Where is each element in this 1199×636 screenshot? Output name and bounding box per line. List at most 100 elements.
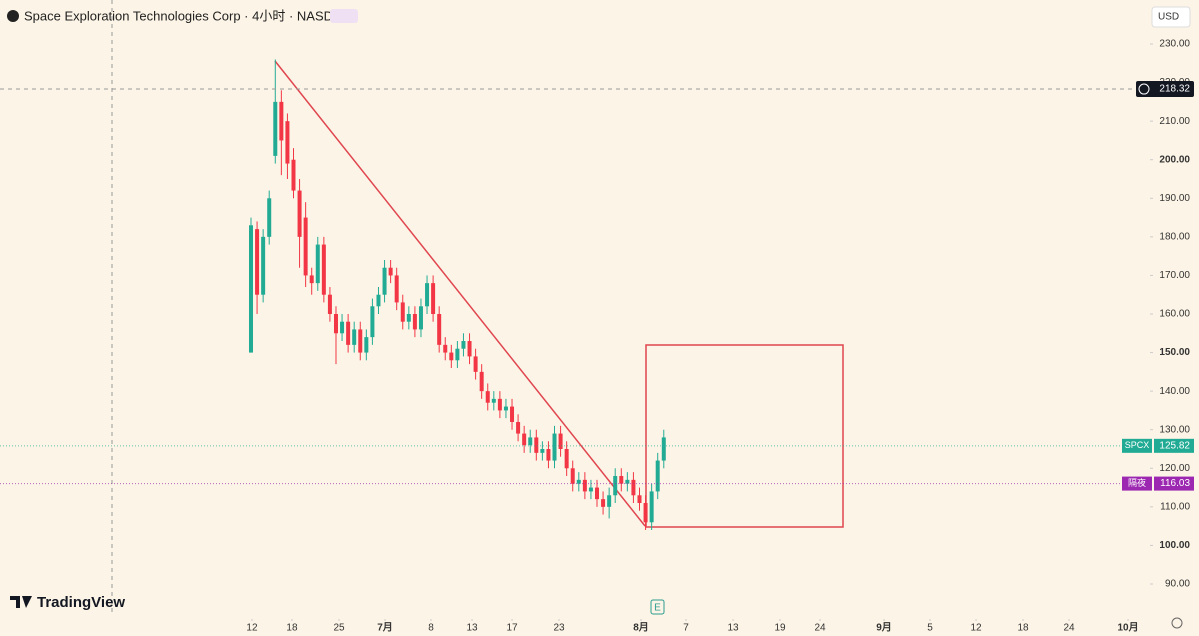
status-badge — [330, 9, 358, 23]
candle-body — [540, 448, 545, 453]
candle-body — [613, 475, 618, 496]
y-tick-label: 100.00 — [1159, 540, 1190, 551]
candle-body — [249, 225, 254, 353]
candle-body — [309, 275, 314, 284]
candle-body — [340, 321, 345, 334]
candle-body — [297, 190, 302, 237]
candle-body — [394, 275, 399, 303]
x-tick-label: 13 — [466, 623, 478, 634]
candle-body — [661, 437, 666, 461]
candle-body — [552, 433, 557, 461]
x-tick-label: 7月 — [377, 622, 393, 634]
candle-body — [291, 159, 296, 191]
x-tick-label: 12 — [246, 623, 258, 634]
candle-body — [576, 479, 581, 484]
candle-body — [534, 437, 539, 453]
event-marker-box — [650, 599, 665, 615]
candle-body — [643, 502, 648, 523]
candle-body — [637, 495, 642, 503]
candle-body — [503, 406, 508, 411]
x-tick-label: 9月 — [876, 622, 892, 634]
x-tick-label: 8 — [428, 623, 434, 634]
candle-body — [479, 371, 484, 392]
brand: TradingView — [37, 594, 125, 611]
candle-body — [631, 479, 636, 496]
symbol-icon — [7, 10, 19, 22]
candle-body — [522, 433, 527, 446]
candle-body — [625, 479, 630, 484]
candle-body — [388, 267, 393, 276]
brand-logo — [10, 596, 32, 608]
last_price-value-box — [1154, 438, 1194, 453]
last_price-name: SPCX — [1125, 440, 1150, 450]
candle-body — [607, 495, 612, 507]
candle-body — [267, 198, 272, 237]
y-tick-label: 140.00 — [1159, 386, 1190, 397]
settings-icon[interactable] — [1171, 617, 1183, 629]
candle-body — [546, 448, 551, 461]
x-tick-label: 18 — [286, 623, 298, 634]
candle-body — [418, 306, 423, 330]
candle-body — [449, 352, 454, 361]
x-tick-label: 7 — [683, 623, 689, 634]
rectangle-drawing — [645, 344, 844, 528]
currency[interactable]: USD — [1158, 12, 1179, 23]
candle-body — [595, 487, 600, 500]
y-tick-label: 110.00 — [1160, 501, 1190, 512]
candle-body — [321, 244, 326, 295]
currency-button[interactable] — [1151, 6, 1191, 28]
candle-body — [455, 348, 460, 361]
candle-body — [619, 475, 624, 484]
x-tick-label: 10月 — [1117, 622, 1138, 634]
event-marker: E — [654, 603, 661, 614]
x-tick-label: 19 — [774, 623, 786, 634]
candle-body — [255, 229, 260, 295]
candle-body — [437, 313, 442, 345]
candle-body — [382, 267, 387, 295]
candle-body — [649, 491, 654, 523]
candle-body — [558, 433, 563, 449]
candle-body — [327, 294, 332, 314]
x-tick-label: 17 — [506, 623, 518, 634]
y-tick-label: 180.00 — [1159, 231, 1190, 242]
candle-body — [370, 306, 375, 338]
overnight-value: 116.03 — [1160, 478, 1190, 489]
candle-body — [491, 398, 496, 403]
candle-body — [315, 244, 320, 284]
candle-body — [443, 344, 448, 353]
last_price-name-box — [1122, 438, 1152, 453]
y-tick-label: 150.00 — [1159, 347, 1190, 358]
candle-body — [376, 294, 381, 307]
y-tick-label: 230.00 — [1159, 39, 1190, 50]
candle-body — [588, 487, 593, 492]
x-tick-label: 5 — [927, 623, 933, 634]
candle-body — [528, 437, 533, 446]
candle-body — [346, 321, 351, 345]
y-tick-label: 200.00 — [1159, 154, 1190, 165]
candle-body — [400, 302, 405, 322]
candle-body — [364, 337, 369, 353]
candle-body — [279, 101, 284, 141]
y-tick-label: 90.00 — [1165, 579, 1190, 590]
candle-body — [516, 421, 521, 434]
candle-body — [467, 340, 472, 357]
candle-body — [473, 356, 478, 372]
x-tick-label: 25 — [333, 623, 345, 634]
candle-body — [485, 391, 490, 403]
candle-body — [273, 101, 278, 156]
candle-body — [655, 460, 660, 492]
candle-body — [412, 313, 417, 330]
y-tick-label: 210.00 — [1159, 116, 1190, 127]
candle-body — [461, 340, 466, 349]
x-tick-label: 18 — [1017, 623, 1029, 634]
candle-body — [303, 217, 308, 276]
y-tick-label: 160.00 — [1159, 309, 1190, 320]
x-tick-label: 8月 — [633, 622, 649, 634]
candle-body — [570, 468, 575, 484]
x-tick-label: 23 — [553, 623, 565, 634]
chart-title: Space Exploration Technologies Corp · 4小… — [24, 8, 352, 23]
y-tick-label: 190.00 — [1159, 193, 1190, 204]
candle-body — [425, 283, 430, 307]
overnight-name-box — [1122, 476, 1152, 491]
